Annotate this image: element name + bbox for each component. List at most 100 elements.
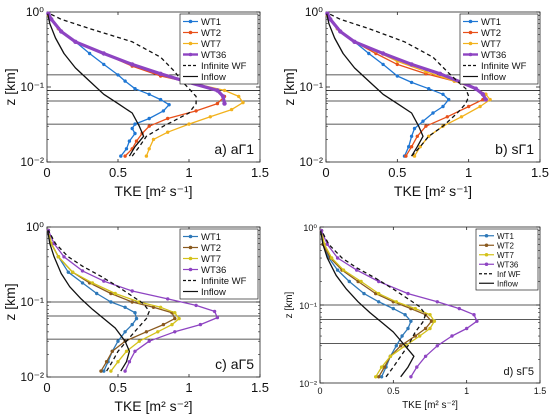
x-axis-label: TKE [m² s⁻¹] [394,183,472,199]
data-point [341,268,346,272]
legend-box [179,228,259,300]
data-point [49,17,54,22]
x-tick-label: 1.5 [531,165,549,180]
data-point [335,256,340,260]
data-point [101,51,107,56]
data-point [166,130,170,134]
y-tick-label: 10⁻¹ [20,80,44,94]
data-point [418,145,422,149]
data-point [144,154,149,158]
panel-label: b) sΓ1 [495,141,534,157]
legend-marker [188,19,193,24]
data-point [409,62,414,67]
data-point [144,330,149,334]
data-point [338,29,343,34]
data-point [467,104,471,109]
data-point [127,139,132,143]
data-point [123,154,127,158]
legend-label: WT7 [201,254,221,265]
data-point [130,289,134,293]
data-point [158,305,163,309]
legend-marker [484,233,489,238]
data-point [480,92,486,97]
data-point [130,62,135,67]
data-point [133,131,137,136]
data-point [66,270,71,274]
x-tick-label: 1 [464,386,469,396]
data-point [133,311,137,315]
legend-label: WT36 [201,50,226,61]
y-tick-label: 10⁻² [299,379,317,389]
data-point [110,349,115,353]
data-point [147,147,151,151]
y-tick-label: 10⁻² [20,155,44,169]
x-tick-label: 1 [185,165,192,180]
data-point [113,291,117,296]
data-point [475,319,479,323]
legend-marker [484,262,489,267]
data-point [413,306,417,311]
data-point [441,92,445,97]
data-point [435,300,439,304]
series-line [320,230,415,378]
data-point [415,134,419,138]
data-point [56,255,61,259]
series-6 [320,230,415,378]
data-point [424,124,428,128]
data-point [421,119,425,123]
data-point [212,309,217,314]
data-point [423,354,428,358]
data-point [166,297,170,301]
x-tick-label: 1 [185,380,192,395]
legend-marker [468,52,473,57]
legend-box [179,13,259,85]
series-line [47,230,131,372]
chart-panel-3: 0 0.5 1 1.5 10⁻² 10⁻¹ 10⁰ TKE [m² s⁻²] z [km] c) … [2,220,269,414]
data-point [473,86,478,91]
data-point [173,311,177,315]
chart-panel-2: 0 0.5 1 1.5 10⁻² 10⁻¹ 10⁰ TKE [m² s⁻¹] z [km] b) … [281,5,549,199]
data-point [137,339,141,343]
data-point [413,334,417,338]
data-point [325,242,329,246]
legend-label: WT1 [201,17,221,28]
panel-label: c) aΓ5 [215,356,254,372]
legend-label: Infinite WF [201,61,247,72]
data-point [428,313,432,317]
data-point [70,270,75,274]
legend-label: WT7 [497,251,514,260]
legend-box [459,13,539,85]
data-point [409,134,414,138]
x-tick-label: 1.5 [251,165,269,180]
data-point [123,305,127,309]
data-point [441,104,445,109]
data-point [130,300,134,304]
x-tick-label: 0 [322,165,329,180]
data-point [488,97,492,102]
legend-marker [188,234,193,239]
legend-label: Inflow [497,279,518,288]
data-point [123,369,127,373]
legend-label: Inflow [201,72,226,83]
data-point [123,79,127,83]
data-point [379,365,384,369]
x-tick-label: 1 [465,165,472,180]
data-point [435,344,439,348]
data-point [400,334,404,338]
legend-label: WT2 [497,241,514,250]
data-point [229,107,234,112]
series-5 [328,13,470,157]
data-point [80,269,85,273]
series-1 [325,13,451,158]
series-line [320,230,433,378]
series-4 [46,228,220,373]
data-point [412,154,417,158]
data-point [404,154,408,158]
data-point [130,126,134,131]
legend-label: WT2 [481,28,501,39]
data-point [90,281,95,285]
data-point [147,339,151,343]
legend-marker [188,41,193,46]
legend-label: WT7 [201,39,221,50]
